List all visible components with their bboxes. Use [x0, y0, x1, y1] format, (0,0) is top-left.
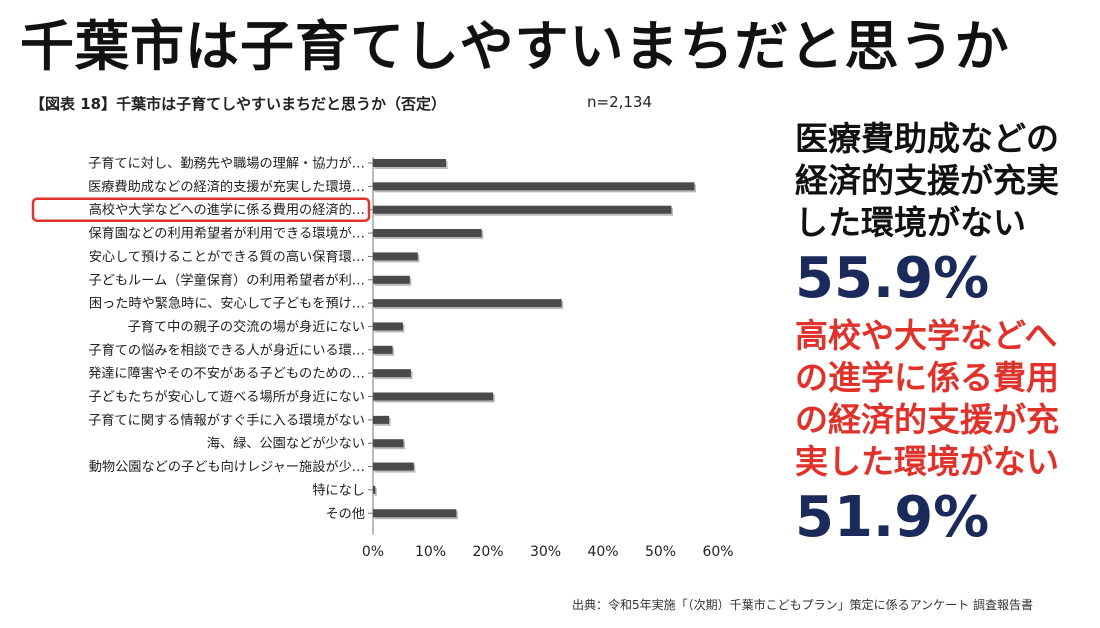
category-label: その他 — [325, 506, 365, 522]
bar — [373, 229, 482, 238]
bar — [373, 205, 672, 214]
x-tick-label: 20% — [472, 544, 503, 560]
x-tick-label: 40% — [587, 544, 618, 560]
category-label: 子どもたちが安心して遊べる場所が身近にない — [88, 389, 365, 405]
bar — [373, 509, 457, 518]
bar — [373, 159, 447, 167]
bar — [373, 485, 376, 494]
bar — [373, 252, 418, 261]
source-citation: 出典：令和5年実施「（次期）千葉市こどもプラン」策定に係るアンケート 調査報告書 — [572, 598, 1033, 612]
bar-shadow — [374, 487, 377, 496]
category-label: 子育て中の親子の交流の場が身近にない — [128, 318, 365, 335]
category-label: 動物公園などの子ども向けレジャー施設が少… — [89, 459, 365, 475]
highlight-education-value: 51.9% — [795, 485, 990, 550]
category-label: 子育てに対し、勤務先や職場の理解・協力が… — [88, 156, 365, 172]
bar — [373, 322, 403, 331]
bar — [373, 275, 410, 284]
category-label: 安心して預けることができる質の高い保育環… — [89, 248, 365, 265]
category-label: 発達に障害やその不安がある子どものための… — [88, 366, 365, 382]
category-label: 困った時や緊急時に、安心して子どもを預け… — [89, 296, 365, 312]
x-tick-label: 60% — [702, 544, 733, 560]
highlight-education-text: 高校や大学などへ の進学に係る費用 の経済的支援が充 実した環境がない — [795, 316, 1059, 481]
x-tick-label: 10% — [415, 544, 446, 560]
chart-title: 【図表 18】千葉市は子育てしやすいまちだと思うか（否定） — [30, 95, 446, 113]
category-label: 高校や大学などへの進学に係る費用の経済的… — [89, 201, 365, 218]
category-label: 医療費助成などの経済的支援が充実した環境… — [88, 178, 365, 195]
bar — [373, 439, 404, 448]
sample-size-label: n=2,134 — [587, 93, 653, 111]
category-label: 子どもルーム（学童保育）の利用希望者が利… — [88, 271, 365, 288]
bar — [373, 345, 393, 354]
highlight-medical-text: 医療費助成などの 経済的支援が充実 した環境がない — [795, 119, 1059, 242]
x-tick-label: 50% — [645, 544, 676, 560]
category-label: 海、緑、公園などが少ない — [207, 436, 365, 452]
highlight-box — [31, 197, 371, 222]
category-label: 特になし — [312, 482, 365, 498]
bar — [373, 369, 411, 378]
bar — [373, 392, 494, 401]
bar — [373, 462, 414, 471]
bar — [373, 415, 390, 424]
highlight-medical-value: 55.9% — [795, 246, 990, 311]
category-label: 子育ての悩みを相談できる人が身近にいる環… — [88, 342, 365, 358]
bar — [373, 299, 562, 308]
highlight-education-support: 高校や大学などへ の進学に係る費用 の経済的支援が充 実した環境がない 51.9… — [795, 315, 1085, 549]
category-label: 保育園などの利用希望者が利用できる環境が… — [88, 226, 365, 242]
page-title: 千葉市は子育てしやすいまちだと思うか — [20, 15, 1010, 78]
x-tick-label: 0% — [362, 544, 384, 560]
bar — [373, 182, 695, 191]
x-tick-label: 30% — [530, 544, 561, 560]
highlight-medical-support: 医療費助成などの 経済的支援が充実 した環境がない 55.9% — [795, 118, 1085, 310]
category-label: 子育てに関する情報がすぐ手に入る環境がない — [88, 412, 365, 428]
